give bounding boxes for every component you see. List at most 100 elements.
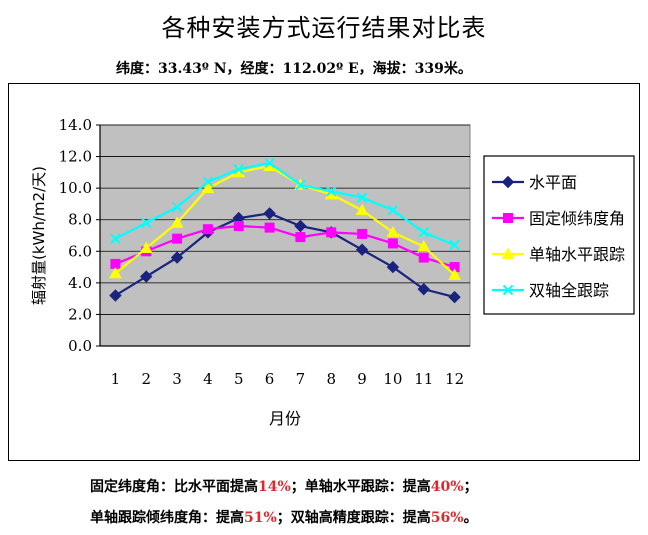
data-point (140, 270, 153, 283)
x-tick-label: 2 (141, 370, 151, 388)
x-marker-stroke (202, 176, 214, 188)
x-marker-stroke (264, 157, 275, 169)
series-line (114, 224, 455, 269)
legend-item: 水平面 (492, 173, 577, 192)
y-tick-label: 2.0 (68, 305, 92, 323)
data-point (109, 266, 122, 279)
x-marker-stroke (110, 233, 121, 244)
x-tick-label: 6 (265, 370, 275, 388)
x-marker-stroke (295, 179, 306, 191)
data-point (418, 227, 429, 238)
note-text: ；双轴高精度跟踪：提高 (276, 510, 431, 526)
data-point (448, 290, 461, 304)
data-point (202, 176, 214, 188)
comparison-note-1: 固定纬度角：比水平面提高14%；单轴水平跟踪：提高40%； (90, 476, 478, 496)
data-point (387, 205, 399, 216)
data-point (110, 233, 121, 244)
y-tick-label: 14.0 (59, 116, 92, 134)
data-point (141, 217, 152, 229)
x-marker-stroke (418, 227, 429, 238)
x-tick-label: 1 (111, 370, 121, 388)
x-tick-label: 10 (383, 370, 402, 388)
data-point (233, 163, 244, 175)
series-4 (110, 157, 460, 251)
data-point (264, 157, 275, 169)
data-point (326, 186, 337, 197)
x-tick-label: 9 (357, 370, 367, 388)
data-point (263, 207, 276, 220)
location-info: 纬度：33.43º N，经度：112.02º E，海拔：339米。 (116, 61, 472, 77)
series-line (114, 212, 455, 299)
note-text: ；单轴水平跟踪：提高 (290, 479, 431, 495)
data-point (233, 221, 244, 232)
x-marker-stroke (449, 239, 460, 251)
x-marker-stroke (356, 192, 368, 203)
data-point (503, 213, 513, 223)
data-point (171, 201, 183, 213)
x-tick-label: 5 (234, 370, 244, 388)
data-point (502, 284, 514, 296)
data-point (295, 232, 306, 243)
x-marker-stroke (387, 205, 399, 216)
note-text: 。 (463, 510, 478, 526)
data-point (386, 260, 400, 274)
y-tick-label: 0.0 (68, 337, 92, 355)
improvement-percent: 56% (430, 510, 464, 526)
x-marker-stroke (502, 284, 514, 296)
x-tick-label: 4 (203, 370, 213, 388)
x-tick-label: 8 (326, 370, 336, 388)
series-2 (110, 221, 460, 273)
note-text: 单轴跟踪倾纬度角：提高 (90, 510, 244, 526)
data-point (355, 243, 369, 256)
data-point (449, 239, 460, 251)
comparison-note-2: 单轴跟踪倾纬度角：提高51%；双轴高精度跟踪：提高56%。 (90, 507, 478, 527)
data-point (264, 222, 275, 233)
data-point (294, 219, 307, 233)
data-point (417, 240, 431, 252)
y-axis-label: 辐射量(kWh/m2/天) (30, 166, 48, 305)
data-point (109, 289, 122, 302)
x-marker-stroke (141, 217, 152, 229)
x-marker-stroke (233, 163, 244, 175)
legend-label: 水平面 (529, 173, 577, 192)
plot-area (99, 124, 471, 347)
improvement-percent: 14% (258, 479, 291, 495)
chart-frame (8, 83, 640, 461)
x-marker-stroke (326, 186, 337, 197)
legend-item: 双轴全跟踪 (492, 281, 609, 300)
data-point (326, 227, 337, 238)
data-point (356, 192, 368, 203)
improvement-percent: 40% (430, 479, 464, 495)
x-tick-label: 3 (172, 370, 182, 388)
legend-item: 单轴水平跟踪 (492, 245, 625, 264)
y-tick-label: 12.0 (59, 148, 92, 166)
x-marker-stroke (171, 201, 183, 213)
data-point (170, 216, 184, 228)
data-point (417, 282, 430, 296)
legend-label: 单轴水平跟踪 (529, 245, 625, 264)
series-line (114, 161, 456, 246)
data-point (501, 175, 515, 189)
legend-item: 固定倾纬度角 (492, 209, 625, 228)
note-text: ； (463, 479, 478, 495)
data-point (357, 228, 368, 239)
legend-label: 双轴全跟踪 (529, 281, 609, 300)
y-tick-label: 4.0 (68, 274, 92, 292)
series-3 (109, 159, 461, 280)
x-axis-label: 月份 (269, 409, 301, 428)
data-point (386, 225, 400, 238)
x-tick-label: 12 (445, 370, 464, 388)
data-point (172, 233, 183, 244)
page-title: 各种安装方式运行结果对比表 (161, 14, 487, 42)
data-point (448, 268, 461, 280)
y-tick-label: 10.0 (59, 179, 92, 197)
series-1 (109, 207, 461, 304)
x-tick-label: 11 (414, 370, 433, 388)
data-point (170, 251, 184, 264)
data-point (295, 179, 306, 191)
data-point (202, 224, 213, 235)
note-text: 固定纬度角：比水平面提高 (90, 479, 258, 495)
data-point (501, 247, 515, 259)
data-point (387, 238, 398, 249)
